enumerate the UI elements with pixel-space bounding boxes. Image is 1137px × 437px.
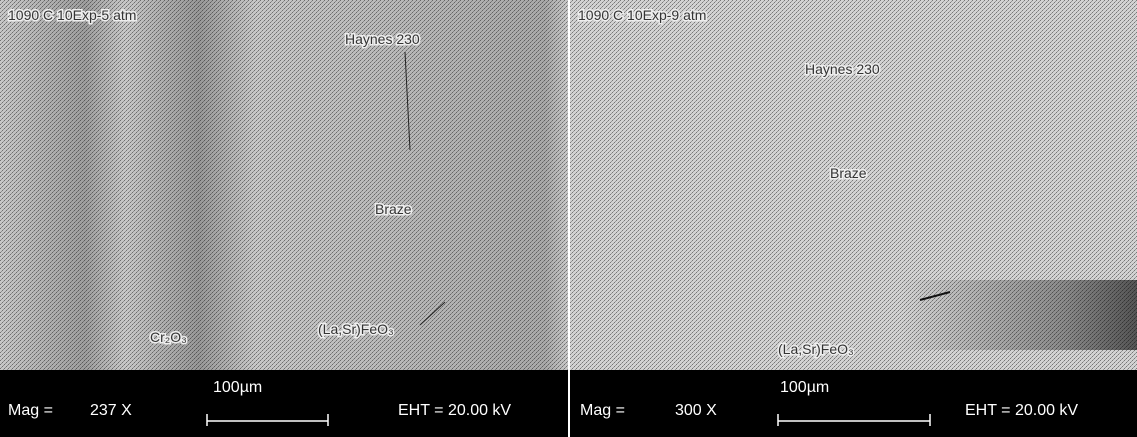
region-label: (La,Sr)FeO₃ [318, 321, 394, 337]
mag-value: 237 X [90, 402, 132, 419]
divider [568, 0, 570, 437]
condition: 1090 C 10Exp-5 atm [8, 7, 136, 23]
mag-label: Mag = [8, 402, 53, 419]
region-label: Haynes 230 [805, 61, 880, 77]
micrograph-shading [900, 280, 1137, 350]
region-label: Cr₂O₃ [150, 329, 187, 345]
region-label: Braze [375, 201, 412, 217]
mag-value: 300 X [675, 402, 717, 419]
region-label: Braze [830, 165, 867, 181]
panel-left: 1090 C 10Exp-5 atm Haynes 230 Braze Cr₂O… [0, 0, 568, 437]
eht: EHT = 20.00 kV [398, 402, 511, 419]
scale-label: 100µm [213, 379, 262, 396]
mag-label: Mag = [580, 402, 625, 419]
micrograph-shading [0, 0, 568, 370]
region-label: Haynes 230 [345, 31, 420, 47]
condition: 1090 C 10Exp-9 atm [578, 7, 706, 23]
panel-right: 1090 C 10Exp-9 atm Haynes 230 Braze (La,… [570, 0, 1137, 437]
sem-figure: 1090 C 10Exp-5 atm Haynes 230 Braze Cr₂O… [0, 0, 1137, 437]
eht: EHT = 20.00 kV [965, 402, 1078, 419]
scale-label: 100µm [780, 379, 829, 396]
region-label: (La,Sr)FeO₃ [778, 341, 854, 357]
